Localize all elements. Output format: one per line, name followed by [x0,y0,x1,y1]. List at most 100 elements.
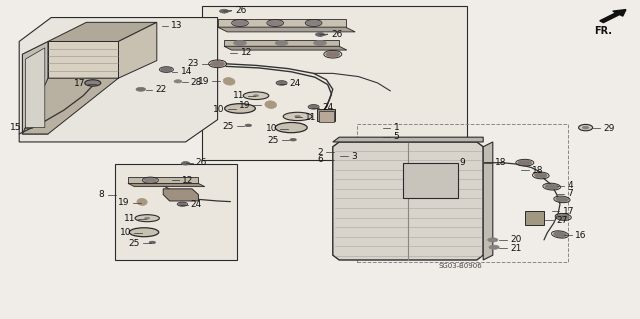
Ellipse shape [275,41,288,46]
Text: 25: 25 [222,122,234,130]
Ellipse shape [489,245,499,249]
Text: 24: 24 [191,200,202,209]
Text: 5: 5 [394,132,399,141]
Ellipse shape [211,61,225,67]
Ellipse shape [326,51,340,57]
Bar [525,211,544,225]
Text: 4: 4 [568,181,573,190]
Ellipse shape [174,80,182,83]
Text: 12: 12 [182,176,193,185]
Text: 29: 29 [604,124,615,133]
Polygon shape [218,27,355,32]
Text: 23: 23 [188,59,199,68]
Ellipse shape [295,115,301,117]
Polygon shape [22,41,48,134]
Text: 27: 27 [556,216,568,225]
Bar [115,164,237,260]
Text: 10: 10 [213,105,225,114]
Polygon shape [163,189,198,201]
Ellipse shape [284,112,312,121]
Ellipse shape [223,78,235,85]
Polygon shape [483,142,493,260]
Ellipse shape [314,41,326,46]
Ellipse shape [554,232,566,237]
Text: 3: 3 [351,152,357,161]
Ellipse shape [243,92,269,100]
Ellipse shape [234,41,246,46]
Ellipse shape [149,241,156,244]
Ellipse shape [144,178,157,183]
FancyArrow shape [600,10,626,23]
Bar [357,124,568,262]
Bar [317,109,335,121]
Ellipse shape [84,80,101,86]
Ellipse shape [579,124,593,131]
Ellipse shape [278,81,286,85]
Ellipse shape [582,126,589,129]
Text: 26: 26 [235,6,246,15]
Ellipse shape [488,238,498,242]
Text: 1: 1 [394,123,399,132]
Polygon shape [128,183,205,187]
Ellipse shape [534,173,547,178]
Bar [403,163,458,198]
Text: 12: 12 [241,48,252,57]
Text: 17: 17 [563,207,574,216]
Text: 25: 25 [129,239,140,248]
Polygon shape [22,78,118,134]
Text: 11: 11 [305,113,317,122]
Text: 2: 2 [317,148,323,157]
Ellipse shape [225,104,255,113]
Text: 14: 14 [180,67,192,76]
Text: 25: 25 [267,136,278,145]
Ellipse shape [145,217,150,219]
Text: 13: 13 [171,21,182,30]
Ellipse shape [518,160,532,165]
Ellipse shape [253,95,259,97]
Polygon shape [26,48,45,128]
Ellipse shape [179,203,186,206]
Ellipse shape [135,215,159,222]
Text: FR.: FR. [594,26,612,36]
Text: 19: 19 [239,101,250,110]
Text: 18: 18 [495,158,506,167]
Ellipse shape [316,33,324,36]
Text: 7: 7 [568,189,573,198]
Ellipse shape [268,20,282,26]
Text: 19: 19 [198,77,209,86]
Polygon shape [48,22,157,41]
Text: 16: 16 [575,231,587,240]
Ellipse shape [233,20,247,26]
Polygon shape [224,46,347,50]
Ellipse shape [136,87,146,91]
Text: 9: 9 [459,158,465,167]
Polygon shape [333,142,483,260]
Text: 10: 10 [120,228,131,237]
Text: 18: 18 [532,166,543,175]
Text: 11: 11 [124,214,135,223]
Ellipse shape [265,101,276,108]
Text: 24: 24 [322,103,333,112]
Polygon shape [218,19,346,27]
Ellipse shape [307,20,321,26]
Ellipse shape [557,214,570,219]
Text: 26: 26 [331,30,342,39]
Polygon shape [19,18,218,142]
Text: 10: 10 [266,124,277,133]
Ellipse shape [290,138,296,141]
Bar [319,111,334,122]
Text: 24: 24 [289,79,301,88]
Polygon shape [128,177,198,183]
Ellipse shape [275,122,307,133]
Polygon shape [224,40,339,46]
Polygon shape [333,137,483,142]
Polygon shape [48,41,118,78]
Text: 20: 20 [510,235,522,244]
Ellipse shape [137,198,147,205]
Text: 28: 28 [191,78,202,87]
Text: 22: 22 [155,85,166,94]
Polygon shape [118,22,157,78]
Ellipse shape [245,124,252,127]
Text: 11: 11 [233,91,244,100]
Ellipse shape [86,80,99,85]
